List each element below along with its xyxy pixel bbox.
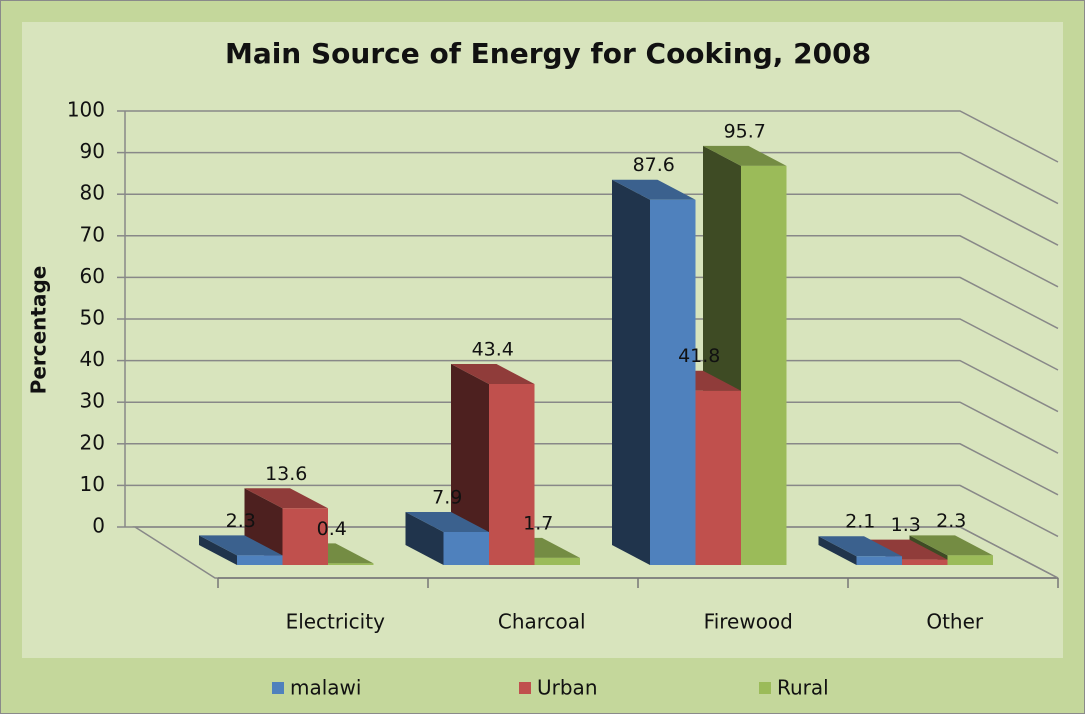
y-tick-label: 30 bbox=[80, 389, 105, 413]
legend-swatch bbox=[759, 682, 771, 694]
value-label: 13.6 bbox=[265, 463, 307, 485]
bar bbox=[451, 364, 535, 565]
y-tick-label: 0 bbox=[92, 514, 105, 538]
value-label: 2.1 bbox=[845, 511, 875, 533]
grid-line bbox=[125, 235, 1059, 288]
y-axis-label: Percentage bbox=[27, 266, 51, 395]
y-tick-label: 60 bbox=[80, 264, 105, 288]
bar-front bbox=[237, 555, 283, 565]
value-label: 0.4 bbox=[317, 518, 347, 540]
grid-line bbox=[125, 484, 1059, 538]
bar-front bbox=[856, 556, 902, 565]
value-label: 95.7 bbox=[724, 120, 766, 142]
y-tick-label: 90 bbox=[80, 139, 105, 163]
y-tick-label: 40 bbox=[80, 347, 105, 371]
bar-front bbox=[489, 384, 535, 565]
bar-front bbox=[282, 508, 328, 565]
value-label: 2.3 bbox=[226, 510, 256, 532]
bar-front bbox=[328, 563, 374, 565]
grid-line bbox=[125, 359, 1059, 413]
y-tick-label: 80 bbox=[80, 181, 105, 205]
bar-top bbox=[864, 539, 948, 560]
grid-line bbox=[125, 110, 1059, 163]
bar-top bbox=[405, 512, 489, 533]
legend-swatch bbox=[272, 682, 284, 694]
y-tick-label: 20 bbox=[80, 430, 105, 454]
value-label: 7.9 bbox=[432, 487, 462, 509]
legend-label: Rural bbox=[777, 676, 829, 700]
bar-side bbox=[451, 364, 489, 565]
y-tick-label: 10 bbox=[80, 472, 105, 496]
bar-front bbox=[443, 532, 489, 565]
bar-front bbox=[534, 557, 580, 565]
chart-title: Main Source of Energy for Cooking, 2008 bbox=[225, 37, 871, 70]
bar-front bbox=[650, 199, 696, 565]
x-tick-label: Electricity bbox=[286, 610, 386, 634]
x-tick-label: Other bbox=[926, 610, 984, 634]
bar-top bbox=[703, 145, 787, 166]
value-label: 2.3 bbox=[936, 510, 966, 532]
x-tick-label: Firewood bbox=[704, 610, 793, 634]
bar-front bbox=[947, 555, 993, 565]
y-tick-label: 50 bbox=[80, 306, 105, 330]
legend-swatch bbox=[519, 682, 531, 694]
legend-label: malawi bbox=[290, 676, 361, 700]
value-label: 1.7 bbox=[523, 512, 553, 534]
y-tick-label: 100 bbox=[67, 98, 105, 122]
bar-front bbox=[902, 559, 948, 565]
y-tick-label: 70 bbox=[80, 222, 105, 246]
bar-top bbox=[199, 535, 283, 556]
x-tick-label: Charcoal bbox=[498, 610, 586, 634]
bar bbox=[405, 512, 489, 565]
value-label: 43.4 bbox=[472, 339, 514, 361]
bar-side bbox=[199, 535, 237, 565]
value-label: 1.3 bbox=[891, 514, 921, 536]
grid-line bbox=[125, 401, 1059, 454]
bar bbox=[818, 536, 902, 565]
bar-top bbox=[818, 536, 902, 557]
value-label: 41.8 bbox=[678, 345, 720, 367]
grid-line bbox=[125, 443, 1059, 496]
bar-side bbox=[818, 536, 857, 565]
grid-line bbox=[125, 276, 1059, 330]
grid-line bbox=[125, 526, 1059, 579]
bar-side bbox=[405, 512, 444, 565]
value-label: 87.6 bbox=[633, 154, 675, 176]
grid-line bbox=[125, 193, 1059, 246]
legend-label: Urban bbox=[537, 676, 598, 700]
bar-top bbox=[909, 535, 993, 556]
bar-top bbox=[244, 488, 328, 509]
bar-front bbox=[695, 390, 741, 565]
bar bbox=[612, 179, 696, 565]
bar-front bbox=[741, 165, 787, 565]
grid-line bbox=[125, 318, 1059, 371]
bar-top bbox=[451, 364, 535, 385]
bar-side bbox=[612, 179, 650, 565]
grid-line bbox=[125, 151, 1059, 205]
bar bbox=[199, 535, 283, 565]
bar-top bbox=[612, 179, 696, 200]
